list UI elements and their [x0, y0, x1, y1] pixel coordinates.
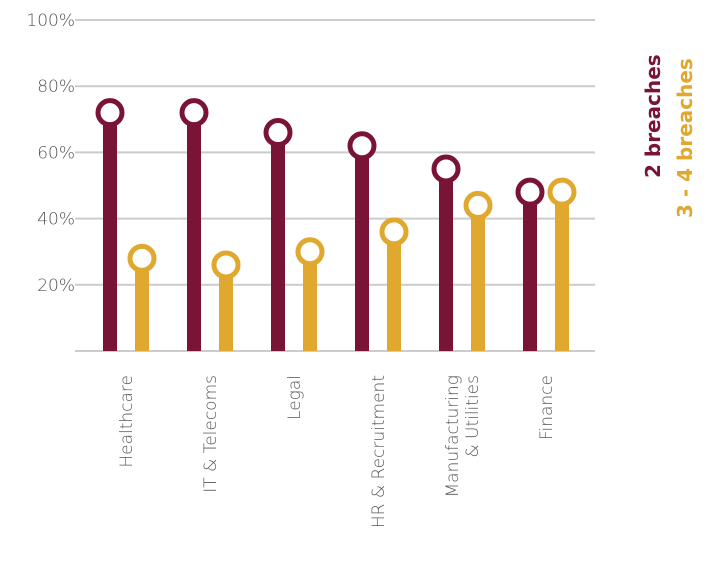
lollipop-head — [127, 243, 157, 273]
x-tick-label-group: IT & Telecoms — [201, 375, 221, 493]
y-tick-label: 40% — [37, 210, 75, 230]
lollipop-head — [95, 98, 125, 128]
y-tick-label: 60% — [37, 143, 75, 163]
legend-entry: 2 breaches — [641, 54, 665, 178]
lollipop-head — [431, 154, 461, 184]
x-tick-label: Healthcare — [117, 375, 137, 468]
y-tick-label: 20% — [37, 276, 75, 296]
x-tick-label-group: HR & Recruitment — [369, 375, 389, 528]
x-tick-label: HR & Recruitment — [369, 375, 389, 528]
x-tick-label-group: Legal — [285, 375, 305, 420]
y-tick-label: 80% — [37, 77, 75, 97]
lollipop-head — [379, 217, 409, 247]
legend-label: 2 breaches — [641, 54, 665, 178]
x-tick-label: Legal — [285, 375, 305, 420]
lollipop-head — [515, 177, 545, 207]
lollipop-head — [263, 118, 293, 148]
x-tick-label: IT & Telecoms — [201, 375, 221, 493]
lollipop-head — [547, 177, 577, 207]
y-tick-label: 100% — [26, 11, 75, 31]
lollipop-head — [295, 237, 325, 267]
x-tick-label-group: Finance — [537, 375, 557, 440]
legend-entry: 3 - 4 breaches — [673, 58, 697, 218]
x-tick-label-group: Manufacturing& Utilities — [443, 375, 483, 498]
lollipop-head — [179, 98, 209, 128]
lollipop-head — [463, 190, 493, 220]
lollipop-head — [211, 250, 241, 280]
x-tick-label: Manufacturing& Utilities — [443, 375, 483, 498]
x-tick-label-group: Healthcare — [117, 375, 137, 468]
x-tick-label: Finance — [537, 375, 557, 440]
legend-label: 3 - 4 breaches — [673, 58, 697, 218]
lollipop-head — [347, 131, 377, 161]
